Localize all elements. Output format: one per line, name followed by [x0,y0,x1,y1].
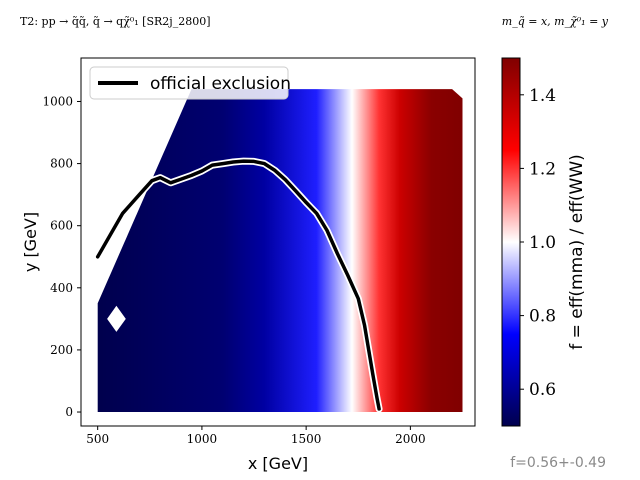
y-tick-label: 400 [50,281,73,295]
colorbar-tick-label: 0.8 [529,307,556,327]
colorbar-tick-label: 0.6 [529,380,556,400]
footer-stat: f=0.56+-0.49 [510,455,606,471]
colorbar [501,57,521,427]
colorbar-ticks: 0.6 0.8 1.0 1.2 1.4 [520,86,556,400]
x-tick-label: 2000 [395,432,426,446]
legend-box [89,66,289,100]
colorbar-label: f = eff(mma) / eff(WW) [567,154,587,350]
x-tick-label: 500 [86,432,109,446]
title-left: T2: pp → q̃q̃, q̃ → qχ̃⁰₁ [SR2j_2800] [20,15,211,28]
y-axis-ticks: 0 200 400 600 800 1000 [42,94,81,419]
heatmap-hole [107,305,126,332]
x-tick-label: 1500 [291,432,322,446]
y-tick-label: 200 [50,343,73,357]
exclusion-curve [95,159,381,411]
colorbar-tick-label: 1.2 [529,159,556,179]
heatmap-field [97,89,463,412]
y-tick-label: 800 [50,157,73,171]
x-axis-ticks: 500 1000 1500 2000 [86,426,426,446]
y-tick-label: 0 [65,405,73,419]
x-tick-label: 1000 [187,432,218,446]
y-tick-label: 1000 [42,94,73,108]
title-right: m_q̃ = x, m_χ̃⁰₁ = y [502,15,609,28]
legend: official exclusion [89,66,291,100]
colorbar-tick-label: 1.0 [529,233,556,253]
plot-frame [80,57,476,427]
y-axis-label: y [GeV] [21,212,40,272]
colorbar-tick-label: 1.4 [529,86,556,106]
x-axis-label: x [GeV] [248,454,308,473]
y-tick-label: 600 [50,219,73,233]
heatmap-layer [94,89,463,413]
legend-label: official exclusion [150,74,291,94]
